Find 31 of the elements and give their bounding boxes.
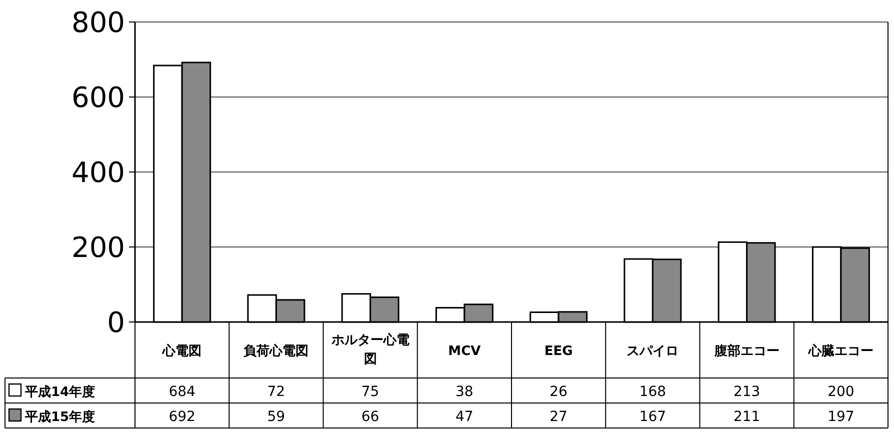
x-tick-label: 腹部エコー xyxy=(713,343,780,359)
y-tick-label: 0 xyxy=(107,306,125,339)
data-label: 27 xyxy=(550,409,568,425)
legend-label: 平成14年度 xyxy=(24,384,96,400)
data-label: 66 xyxy=(361,409,380,425)
y-tick-label: 200 xyxy=(72,231,125,264)
data-label: 684 xyxy=(168,384,196,400)
x-tick-label: EEG xyxy=(544,344,573,359)
data-label: 692 xyxy=(168,409,196,425)
data-label: 197 xyxy=(828,409,854,425)
data-label: 59 xyxy=(267,409,286,425)
x-tick-label: ホルター心電図 xyxy=(330,332,410,367)
y-tick-label: 600 xyxy=(72,81,125,114)
data-label: 75 xyxy=(361,384,380,400)
x-tick-label: 負荷心電図 xyxy=(244,343,309,359)
data-label: 200 xyxy=(828,384,854,400)
data-label: 168 xyxy=(639,384,666,400)
data-label: 38 xyxy=(456,384,474,400)
x-tick-label: 心電図 xyxy=(162,343,202,359)
y-tick-label: 800 xyxy=(72,6,125,39)
x-tick-label: MCV xyxy=(448,344,481,359)
data-label: 47 xyxy=(456,409,474,425)
data-label: 167 xyxy=(639,409,666,425)
x-tick-label: スパイロ xyxy=(626,344,679,359)
data-label: 213 xyxy=(733,384,760,400)
x-tick-label: 心臓エコー xyxy=(807,343,874,359)
legend-label: 平成15年度 xyxy=(24,409,96,425)
y-tick-label: 400 xyxy=(72,156,125,189)
data-label: 211 xyxy=(733,409,760,425)
data-label: 72 xyxy=(267,384,286,400)
data-label: 26 xyxy=(550,384,568,400)
